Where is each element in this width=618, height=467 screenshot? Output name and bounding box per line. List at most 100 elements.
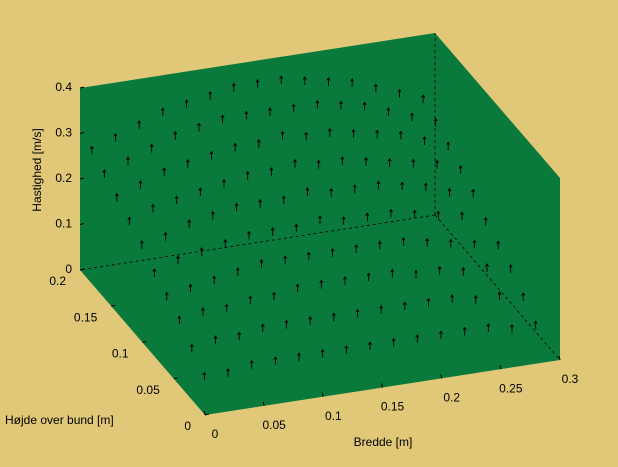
arrow	[375, 129, 380, 139]
arrow	[291, 103, 296, 113]
arrow	[269, 167, 274, 176]
arrow	[390, 268, 395, 278]
arrow	[508, 263, 513, 273]
x-tick-label: 0.15	[381, 400, 405, 414]
x-tick	[440, 374, 443, 379]
arrow	[436, 210, 441, 220]
arrow	[350, 77, 355, 87]
arrow	[308, 316, 313, 325]
arrow	[213, 335, 218, 345]
arrow	[270, 227, 275, 236]
arrow	[354, 244, 359, 254]
x-tick-label: 0.2	[443, 391, 460, 405]
arrow	[462, 326, 467, 336]
arrow	[305, 187, 310, 196]
arrow	[320, 348, 325, 358]
arrow	[114, 192, 119, 202]
z-tick	[79, 86, 85, 89]
arrow	[389, 208, 393, 218]
arrow	[295, 283, 300, 293]
y-tick-label: 0	[184, 419, 191, 433]
arrow	[304, 131, 309, 141]
z-tick-label: 0.1	[55, 217, 72, 231]
arrow	[414, 269, 418, 279]
arrow	[412, 209, 417, 219]
arrow	[259, 258, 264, 268]
x-tick	[321, 392, 324, 397]
arrow	[423, 182, 428, 192]
arrow	[235, 267, 240, 276]
arrow	[306, 251, 311, 261]
back-edge	[434, 214, 561, 361]
arrow	[368, 341, 372, 351]
arrow	[224, 303, 229, 313]
arrow	[437, 265, 442, 275]
z-tick-label: 0.3	[55, 126, 72, 140]
arrow	[199, 247, 204, 256]
arrow	[397, 88, 402, 98]
arrow	[139, 239, 144, 249]
arrow	[198, 187, 203, 197]
arrow	[391, 337, 396, 347]
arrow	[426, 297, 431, 307]
arrow	[89, 145, 94, 155]
arrow	[220, 114, 225, 124]
x-tick-label: 0.25	[499, 381, 523, 395]
y-tick	[142, 341, 147, 343]
arrow	[256, 138, 261, 148]
x-tick	[499, 365, 502, 370]
arrow	[201, 307, 205, 316]
arrow	[330, 247, 335, 257]
arrow	[486, 323, 491, 332]
arrow	[448, 238, 453, 248]
arrow	[340, 156, 345, 165]
arrow	[344, 345, 349, 354]
arrow	[297, 352, 301, 362]
arrow	[249, 359, 254, 369]
arrow	[398, 130, 403, 140]
z-tick	[79, 177, 85, 180]
arrow	[138, 180, 143, 189]
z-tick-label: 0	[65, 262, 72, 276]
arrow	[293, 158, 297, 168]
x-tick-label: 0	[212, 427, 219, 441]
arrow	[284, 319, 289, 329]
arrow	[365, 212, 370, 222]
arrow	[176, 255, 180, 265]
arrow	[279, 75, 284, 85]
arrow	[318, 215, 322, 224]
arrow	[231, 82, 236, 92]
arrow	[460, 211, 464, 221]
arrow	[422, 136, 427, 145]
arrow	[352, 184, 357, 194]
arrow	[177, 315, 182, 325]
arrow	[280, 130, 285, 140]
y-tick-label: 0.1	[112, 347, 129, 361]
arrow	[174, 195, 179, 205]
arrow	[151, 203, 155, 213]
arrow	[355, 308, 360, 318]
arrow	[316, 159, 321, 169]
arrow	[447, 187, 452, 197]
arrow	[283, 255, 288, 265]
arrow	[315, 99, 320, 109]
y-axis-label: Højde over bund [m]	[5, 413, 114, 427]
arrow	[149, 143, 154, 153]
arrow	[185, 159, 190, 168]
arrow	[245, 170, 250, 180]
arrow	[415, 334, 420, 343]
y-tick	[111, 304, 116, 307]
arrow	[485, 263, 489, 272]
arrow	[483, 216, 488, 226]
arrow	[326, 77, 331, 86]
arrow	[233, 142, 238, 152]
arrow	[472, 239, 477, 249]
arrow	[386, 106, 391, 116]
arrow	[113, 132, 118, 142]
arrow	[329, 187, 334, 197]
arrow	[446, 141, 451, 151]
arrow	[364, 156, 368, 166]
arrow	[351, 128, 356, 138]
arrow	[450, 294, 455, 303]
